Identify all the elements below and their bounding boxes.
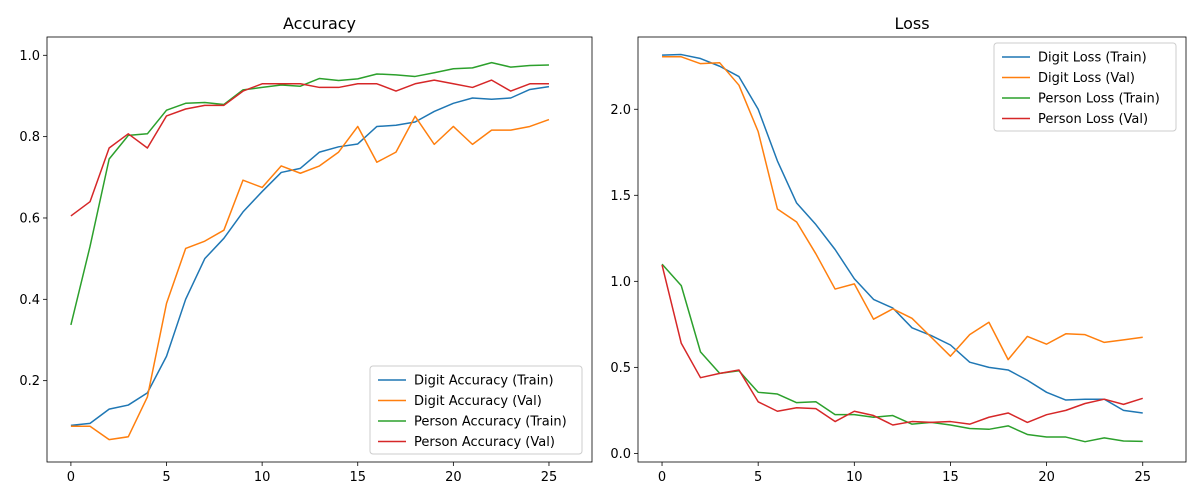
loss-series-line-0 — [662, 53, 1143, 414]
loss-series-line-3 — [661, 264, 1143, 426]
loss-y-tick-label: 1.5 — [610, 189, 631, 204]
loss-y-tick-label: 1.0 — [610, 275, 631, 290]
accuracy-legend-label-1: Digit Accuracy (Val) — [414, 394, 542, 409]
accuracy-y-tick-label: 0.6 — [19, 211, 40, 226]
loss-legend-box — [993, 42, 1177, 132]
accuracy-legend: Digit Accuracy (Train) Digit Accuracy (Va… — [369, 365, 583, 455]
accuracy-plot-frame — [46, 36, 593, 463]
loss-series-line-2 — [661, 263, 1143, 443]
loss-x-tick-label: 5 — [754, 470, 762, 485]
accuracy-series-line-0 — [70, 85, 550, 427]
loss-legend-label-0: Digit Loss (Train) — [1038, 51, 1147, 66]
loss-x-tick-label: 10 — [846, 470, 863, 485]
accuracy-series-line-3 — [70, 79, 549, 217]
accuracy-y-tick-label: 1.0 — [19, 49, 40, 64]
loss-chart: Loss 0 5 10 15 20 25 0.0 0.5 1.0 1.5 2.0 Digit Loss … — [610, 14, 1187, 485]
accuracy-series-line-2 — [70, 61, 549, 326]
accuracy-chart-title: Accuracy — [283, 14, 356, 33]
accuracy-legend-label-3: Person Accuracy (Val) — [414, 435, 555, 450]
loss-y-tick-label: 0.5 — [610, 361, 631, 376]
accuracy-chart: Accuracy 0 5 10 15 20 25 0.2 0.4 0.6 0.8 1.0 Digit A… — [19, 14, 593, 485]
loss-legend-label-1: Digit Loss (Val) — [1038, 71, 1135, 86]
accuracy-x-tick-label: 0 — [67, 470, 75, 485]
loss-x-tick-label: 15 — [942, 470, 959, 485]
loss-y-tick-label: 0.0 — [610, 447, 631, 462]
accuracy-y-tick-label: 0.8 — [19, 130, 40, 145]
loss-legend: Digit Loss (Train) Digit Loss (Val) Person… — [993, 42, 1177, 132]
loss-y-tick-label: 2.0 — [610, 103, 631, 118]
loss-legend-label-2: Person Loss (Train) — [1038, 92, 1160, 107]
accuracy-x-tick-label: 10 — [254, 470, 271, 485]
accuracy-x-tick-label: 25 — [541, 470, 558, 485]
accuracy-y-tick-label: 0.2 — [19, 374, 40, 389]
loss-chart-title: Loss — [894, 14, 929, 33]
accuracy-x-tick-label: 20 — [445, 470, 462, 485]
loss-x-tick-label: 20 — [1038, 470, 1055, 485]
loss-plot-frame — [637, 36, 1187, 463]
loss-legend-label-3: Person Loss (Val) — [1038, 112, 1148, 127]
accuracy-legend-box — [369, 365, 583, 455]
loss-x-tick-label: 0 — [658, 470, 666, 485]
loss-x-tick-label: 25 — [1134, 470, 1151, 485]
accuracy-series-line-1 — [70, 115, 550, 441]
loss-series-line-1 — [662, 56, 1143, 361]
accuracy-x-tick-label: 15 — [349, 470, 366, 485]
accuracy-x-tick-label: 5 — [162, 470, 170, 485]
accuracy-y-tick-label: 0.4 — [19, 293, 40, 308]
accuracy-legend-label-0: Digit Accuracy (Train) — [414, 374, 554, 389]
accuracy-legend-label-2: Person Accuracy (Train) — [414, 415, 567, 430]
